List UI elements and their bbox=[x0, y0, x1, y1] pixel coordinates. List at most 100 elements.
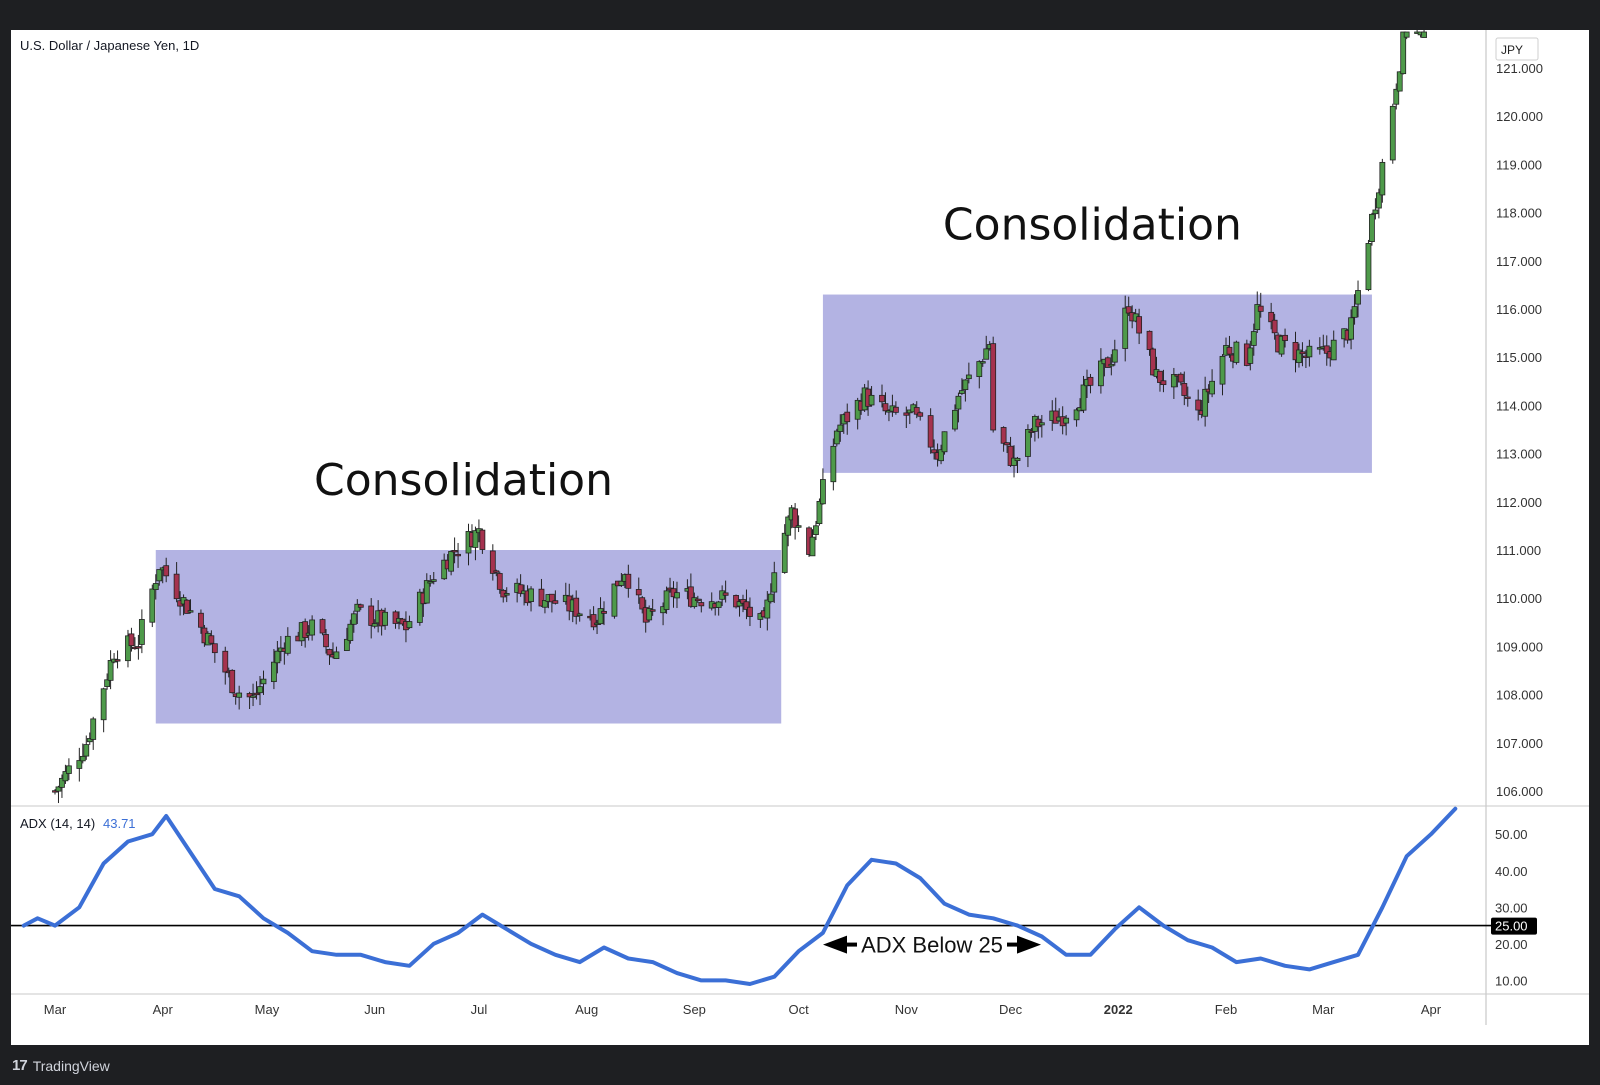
candle-body bbox=[722, 592, 729, 596]
candle-body bbox=[1011, 457, 1017, 466]
candle-body bbox=[903, 412, 910, 416]
candle-body bbox=[90, 718, 97, 740]
adx-tick-label: 30.00 bbox=[1495, 900, 1528, 915]
candle-body bbox=[257, 686, 263, 694]
candle-body bbox=[618, 580, 625, 586]
price-tick-label: 118.000 bbox=[1496, 206, 1542, 221]
candle-body bbox=[764, 599, 771, 619]
candle-body bbox=[284, 635, 291, 654]
price-tick-label: 107.000 bbox=[1496, 736, 1543, 751]
candle-body bbox=[59, 777, 65, 788]
time-tick-label: 2022 bbox=[1104, 1002, 1133, 1017]
candle-body bbox=[156, 569, 163, 582]
time-tick-label: Apr bbox=[153, 1002, 174, 1017]
candle-body bbox=[271, 661, 277, 683]
consolidation-zone-2 bbox=[822, 294, 1372, 473]
candle-body bbox=[1393, 88, 1400, 105]
arrow-left-icon bbox=[823, 935, 847, 954]
time-tick-label: Jul bbox=[471, 1002, 488, 1017]
candle-body bbox=[1351, 306, 1358, 318]
candle-body bbox=[542, 600, 548, 608]
tradingview-logo-icon: 17 bbox=[12, 1057, 28, 1074]
candle-body bbox=[952, 409, 958, 430]
candle-body bbox=[198, 612, 204, 628]
price-tick-label: 109.000 bbox=[1496, 639, 1543, 654]
price-tick-label: 119.000 bbox=[1496, 157, 1542, 172]
price-tick-label: 121.000 bbox=[1496, 61, 1543, 76]
candle-body bbox=[246, 693, 253, 698]
candle-body bbox=[941, 431, 948, 453]
candle-body bbox=[1389, 105, 1396, 161]
adx-line bbox=[21, 806, 1458, 986]
candle-body bbox=[149, 588, 156, 623]
candle-body bbox=[1122, 307, 1129, 349]
candle-body bbox=[503, 593, 510, 596]
adx-annotation-label: ADX Below 25 bbox=[861, 933, 1003, 958]
candle-body bbox=[938, 449, 944, 462]
candle-body bbox=[496, 573, 503, 590]
candle-body bbox=[979, 361, 986, 364]
candle-body bbox=[1323, 345, 1330, 354]
candle-body bbox=[1080, 384, 1087, 411]
candle-body bbox=[781, 532, 788, 573]
candle-body bbox=[1087, 376, 1094, 386]
candle-body bbox=[649, 609, 656, 612]
candle-body bbox=[354, 603, 361, 612]
time-tick-label: Apr bbox=[1421, 1002, 1442, 1017]
candle-body bbox=[1108, 363, 1115, 367]
candle-body bbox=[601, 610, 607, 614]
candle-body bbox=[1369, 213, 1375, 243]
candle-body bbox=[274, 650, 281, 664]
candle-body bbox=[663, 590, 670, 610]
candle-body bbox=[917, 412, 924, 417]
candle-body bbox=[1181, 383, 1188, 396]
candle-body bbox=[1355, 290, 1361, 305]
currency-label: JPY bbox=[1501, 43, 1523, 57]
candle-body bbox=[1403, 31, 1410, 38]
candle-body bbox=[611, 583, 618, 617]
candle-body bbox=[965, 374, 972, 380]
candle-body bbox=[1097, 360, 1104, 387]
candle-body bbox=[674, 592, 680, 599]
candle-body bbox=[222, 650, 229, 673]
candle-body bbox=[1000, 427, 1007, 444]
candle-body bbox=[125, 635, 131, 662]
candle-body bbox=[114, 659, 121, 662]
candle-body bbox=[879, 394, 885, 403]
threshold-badge bbox=[1491, 917, 1537, 935]
candle-body bbox=[548, 593, 555, 603]
price-tick-label: 116.000 bbox=[1496, 302, 1542, 317]
candle-body bbox=[983, 348, 990, 360]
candle-body bbox=[479, 529, 486, 550]
candle-body bbox=[1157, 370, 1163, 383]
candle-body bbox=[187, 610, 194, 613]
candle-body bbox=[1170, 374, 1177, 388]
candle-body bbox=[250, 695, 256, 698]
candle-body bbox=[927, 415, 934, 448]
candle-body bbox=[844, 411, 851, 423]
candle-body bbox=[597, 608, 604, 625]
time-tick-label: Oct bbox=[788, 1002, 809, 1017]
candle-body bbox=[319, 619, 326, 634]
candle-body bbox=[83, 744, 90, 757]
candle-body bbox=[698, 602, 705, 607]
candle-body bbox=[371, 623, 378, 627]
candle-body bbox=[792, 508, 799, 528]
adx-tick-label: 20.00 bbox=[1495, 937, 1528, 952]
consolidation-label-2: Consolidation bbox=[943, 200, 1242, 251]
candle-body bbox=[1004, 442, 1010, 446]
candle-body bbox=[816, 500, 823, 525]
candle-body bbox=[538, 588, 545, 607]
candle-body bbox=[107, 660, 114, 681]
candle-body bbox=[1268, 311, 1275, 323]
candle-body bbox=[427, 581, 434, 584]
candle-body bbox=[1014, 457, 1021, 462]
candle-body bbox=[517, 584, 524, 594]
time-tick-label: Feb bbox=[1215, 1002, 1237, 1017]
candle-body bbox=[1257, 305, 1264, 312]
time-tick-label: Nov bbox=[895, 1002, 919, 1017]
candle-body bbox=[1375, 192, 1382, 209]
candle-body bbox=[260, 678, 267, 685]
adx-name: ADX (14, 14) bbox=[20, 816, 95, 831]
candle-body bbox=[1400, 31, 1407, 75]
